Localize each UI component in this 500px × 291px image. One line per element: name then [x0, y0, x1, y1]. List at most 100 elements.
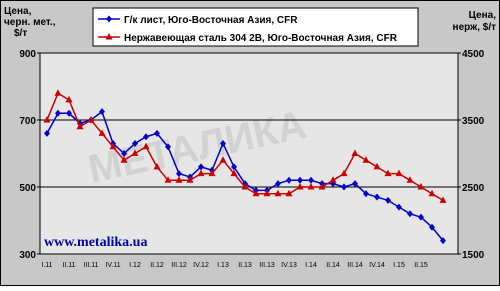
point — [285, 189, 293, 197]
plot-area — [39, 52, 459, 255]
x-tick-label: II.11 — [62, 262, 75, 269]
point — [109, 142, 117, 150]
x-tick-label: IV.12 — [193, 262, 209, 269]
y-axis-title: черн. мет., — [4, 17, 56, 28]
point — [439, 196, 447, 203]
point — [65, 95, 73, 103]
y-axis-title: $/т — [14, 28, 27, 39]
point — [143, 133, 149, 141]
point — [121, 150, 127, 157]
y2-axis-title: нерж, $/т — [453, 22, 497, 33]
x-tick-label: III.14 — [347, 262, 363, 269]
point — [44, 129, 50, 137]
y-tick-label: 500 — [19, 183, 36, 194]
point — [231, 163, 237, 171]
point — [98, 129, 106, 136]
point — [99, 108, 105, 116]
y2-tick-label: 4500 — [462, 49, 485, 60]
x-tick-label: II.12 — [150, 262, 164, 269]
point — [340, 169, 348, 177]
point — [352, 180, 358, 188]
y-tick-label: 700 — [19, 116, 36, 127]
point — [428, 189, 436, 197]
y-tick-label: 300 — [19, 250, 36, 261]
x-tick-label: IV.14 — [369, 262, 385, 269]
point — [252, 189, 260, 197]
point — [43, 116, 51, 123]
point — [329, 176, 337, 183]
x-tick-label: II.13 — [238, 262, 252, 269]
point — [351, 149, 359, 156]
site-url: www.metalika.ua — [44, 235, 147, 250]
point — [384, 169, 392, 177]
x-tick-label: II.14 — [326, 262, 340, 269]
x-tick-label: I.14 — [305, 262, 317, 269]
y-axis-title: Цена, — [4, 6, 32, 17]
x-tick-label: I.11 — [41, 262, 52, 269]
point — [197, 169, 205, 177]
legend-label: Нержавеющая сталь 304 2B, Юго-Восточная … — [124, 33, 398, 44]
point — [131, 149, 139, 156]
point — [440, 237, 446, 245]
point — [164, 176, 172, 183]
x-tick-label: III.13 — [259, 262, 275, 269]
point — [176, 170, 182, 178]
point — [55, 109, 61, 117]
point — [87, 116, 95, 123]
point — [175, 176, 183, 183]
point — [263, 189, 271, 197]
x-tick-label: IV.13 — [281, 262, 297, 269]
point — [385, 196, 391, 204]
point — [76, 122, 84, 130]
point — [208, 169, 216, 177]
legend-marker — [105, 33, 113, 40]
point — [286, 176, 292, 184]
point — [417, 183, 425, 190]
point — [418, 213, 424, 221]
point — [66, 109, 72, 117]
point — [296, 183, 304, 190]
point — [297, 176, 303, 184]
point — [374, 193, 380, 201]
point — [373, 162, 381, 170]
point — [429, 223, 435, 231]
legend-label: Г/к лист, Юго-Восточная Азия, CFR — [124, 15, 298, 26]
legend-marker — [106, 15, 112, 23]
y2-tick-label: 2500 — [462, 183, 485, 194]
point — [165, 143, 171, 151]
point — [219, 156, 227, 163]
point — [220, 139, 226, 147]
x-tick-label: III.12 — [171, 262, 187, 269]
point — [54, 89, 62, 96]
point — [275, 180, 281, 188]
point — [406, 176, 414, 183]
point — [230, 169, 238, 177]
point — [341, 183, 347, 191]
x-tick-label: II.15 — [414, 262, 428, 269]
y2-tick-label: 1500 — [462, 250, 485, 261]
legend — [92, 7, 419, 47]
point — [142, 142, 150, 150]
y-tick-label: 900 — [19, 49, 36, 60]
x-tick-label: I.12 — [129, 262, 141, 269]
x-tick-label: IV.11 — [105, 262, 120, 269]
point — [274, 189, 282, 197]
y2-tick-label: 3500 — [462, 116, 485, 127]
point — [120, 156, 128, 163]
point — [132, 139, 138, 147]
point — [363, 190, 369, 198]
point — [395, 169, 403, 177]
point — [407, 210, 413, 218]
x-tick-label: I.13 — [217, 262, 229, 269]
point — [307, 183, 315, 190]
point — [153, 162, 161, 170]
point — [186, 176, 194, 183]
x-tick-label: III.11 — [83, 262, 98, 269]
point — [198, 163, 204, 171]
y2-axis-title: Цена, — [469, 10, 497, 21]
point — [362, 156, 370, 163]
point — [308, 176, 314, 184]
point — [396, 203, 402, 211]
point — [318, 183, 326, 190]
